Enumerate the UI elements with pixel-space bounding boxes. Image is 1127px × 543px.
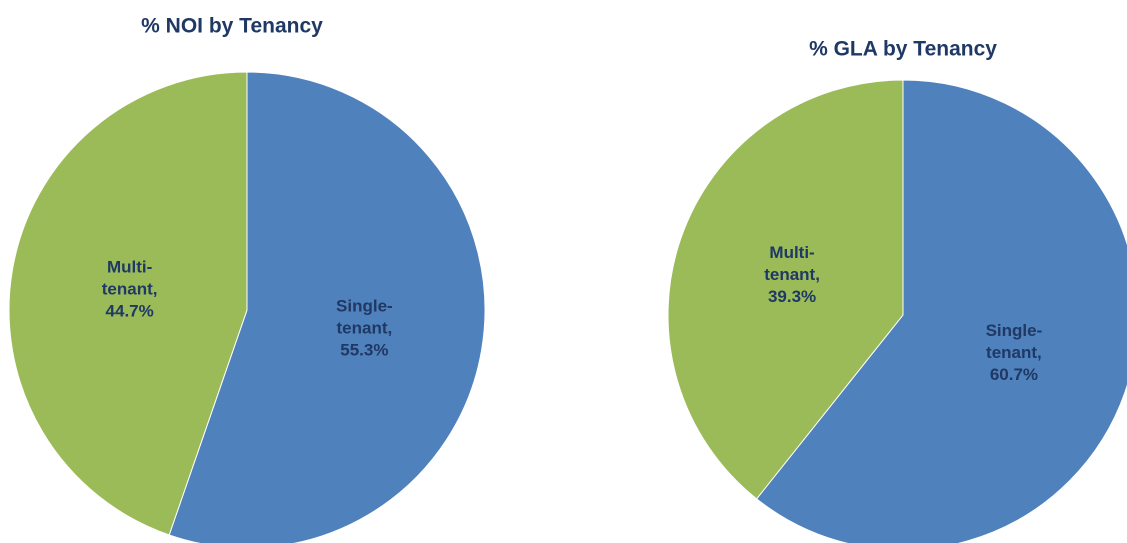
pie-slice [667,79,904,500]
pie-slice [755,79,1127,543]
data-label: Single-tenant, 60.7% [986,321,1043,384]
data-label: Single-tenant, 55.3% [336,297,393,360]
pie-slice [8,71,248,536]
data-label: Multi-tenant, 44.7% [102,258,158,321]
pie-slice [168,71,486,543]
chart-title: % GLA by Tenancy [809,38,997,61]
data-label: Multi-tenant, 39.3% [764,244,820,307]
chart-title: % NOI by Tenancy [141,15,323,38]
